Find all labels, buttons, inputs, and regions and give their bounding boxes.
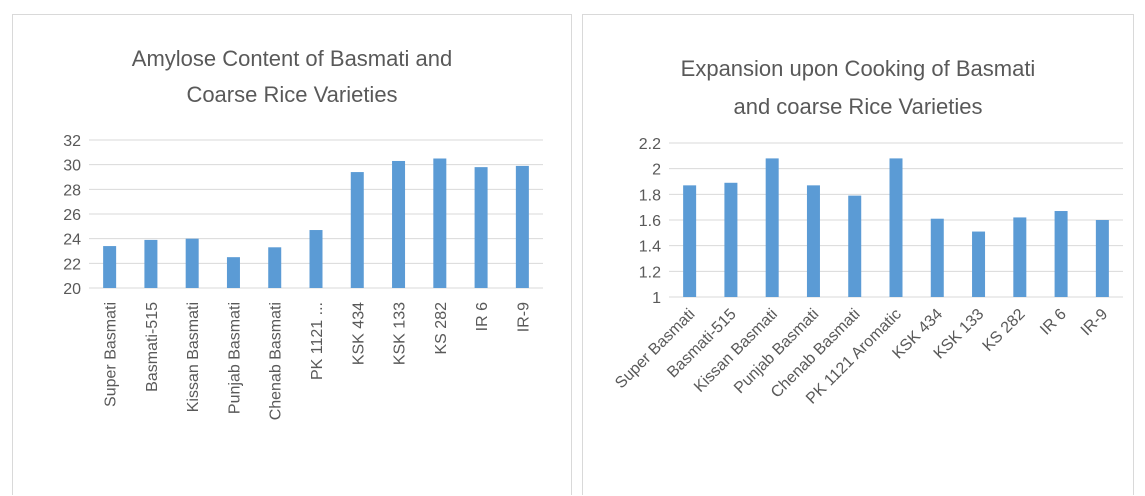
x-category-label: Basmati-515 bbox=[144, 302, 161, 392]
bar bbox=[930, 218, 944, 297]
bar bbox=[144, 239, 158, 288]
bar bbox=[350, 172, 364, 288]
y-tick-label: 2 bbox=[652, 162, 661, 179]
y-tick-label: 1.4 bbox=[639, 239, 661, 256]
bar bbox=[889, 158, 903, 297]
bar bbox=[309, 230, 323, 288]
bar bbox=[103, 246, 117, 288]
bar bbox=[1054, 211, 1068, 297]
x-category-label: Punjab Basmati bbox=[226, 302, 243, 414]
x-category-label: IR-9 bbox=[1078, 306, 1111, 339]
y-tick-label: 30 bbox=[63, 158, 81, 175]
bar bbox=[392, 160, 406, 288]
bar bbox=[185, 238, 199, 288]
bar bbox=[848, 195, 862, 297]
chart-panel-expansion: Expansion upon Cooking of Basmati and co… bbox=[582, 14, 1134, 495]
y-tick-label: 1 bbox=[652, 290, 661, 307]
x-category-label: KS 282 bbox=[433, 302, 450, 355]
x-category-label: KS 282 bbox=[980, 306, 1029, 355]
bar bbox=[515, 165, 529, 288]
chart-title-line-2: and coarse Rice Varieties bbox=[733, 94, 983, 119]
y-tick-label: 24 bbox=[63, 232, 81, 249]
bar bbox=[268, 247, 282, 288]
bar bbox=[683, 185, 697, 297]
bar bbox=[226, 257, 240, 288]
x-category-label: Super Basmati bbox=[103, 302, 120, 407]
y-tick-label: 1.2 bbox=[639, 264, 661, 281]
bar bbox=[765, 158, 779, 297]
chart-title-line-2: Coarse Rice Varieties bbox=[186, 82, 398, 107]
bar bbox=[724, 182, 738, 297]
x-category-label: KSK 133 bbox=[392, 302, 409, 365]
x-category-label: IR 6 bbox=[1037, 306, 1070, 339]
x-category-label: IR 6 bbox=[474, 302, 491, 331]
x-category-label: KSK 434 bbox=[350, 302, 367, 365]
bar bbox=[433, 158, 447, 288]
bar bbox=[1095, 220, 1109, 297]
y-tick-label: 1.8 bbox=[639, 187, 661, 204]
y-tick-label: 22 bbox=[63, 256, 81, 273]
chart-title-line-1: Expansion upon Cooking of Basmati bbox=[680, 56, 1036, 81]
bar bbox=[1013, 217, 1027, 297]
y-tick-label: 28 bbox=[63, 182, 81, 199]
bar bbox=[972, 231, 986, 297]
y-tick-label: 26 bbox=[63, 207, 81, 224]
bar bbox=[474, 167, 488, 288]
x-category-label: PK 1121 ... bbox=[309, 302, 326, 380]
chart-title-line-1: Amylose Content of Basmati and bbox=[131, 46, 453, 71]
x-category-label: Chenab Basmati bbox=[268, 302, 285, 420]
chart-panel-amylose: Amylose Content of Basmati and Coarse Ri… bbox=[12, 14, 572, 495]
x-category-label: Kissan Basmati bbox=[185, 302, 202, 412]
amylose-bar-chart: 20 22 24 26 28 30 32 Super Basmati Basmati-515 Ki… bbox=[63, 133, 543, 420]
x-category-label: IR-9 bbox=[515, 302, 532, 332]
y-tick-label: 32 bbox=[63, 133, 81, 150]
y-tick-label: 20 bbox=[63, 281, 81, 298]
bar bbox=[806, 185, 820, 297]
y-tick-label: 2.2 bbox=[639, 136, 661, 153]
y-tick-label: 1.6 bbox=[639, 213, 661, 230]
